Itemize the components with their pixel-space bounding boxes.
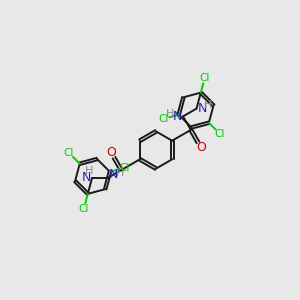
Text: Cl: Cl	[158, 114, 169, 124]
Text: H: H	[116, 167, 124, 178]
Text: N: N	[81, 171, 91, 184]
Text: H: H	[166, 109, 175, 119]
Text: O: O	[196, 140, 206, 154]
Text: Cl: Cl	[215, 129, 225, 139]
Text: O: O	[106, 146, 116, 160]
Text: Cl: Cl	[120, 163, 130, 173]
Text: Cl: Cl	[200, 73, 210, 82]
Text: H: H	[85, 166, 93, 176]
Text: N: N	[109, 168, 118, 182]
Text: H: H	[204, 100, 213, 110]
Text: Cl: Cl	[64, 148, 74, 158]
Text: Cl: Cl	[79, 204, 89, 214]
Text: N: N	[172, 110, 182, 123]
Text: N: N	[198, 102, 207, 115]
